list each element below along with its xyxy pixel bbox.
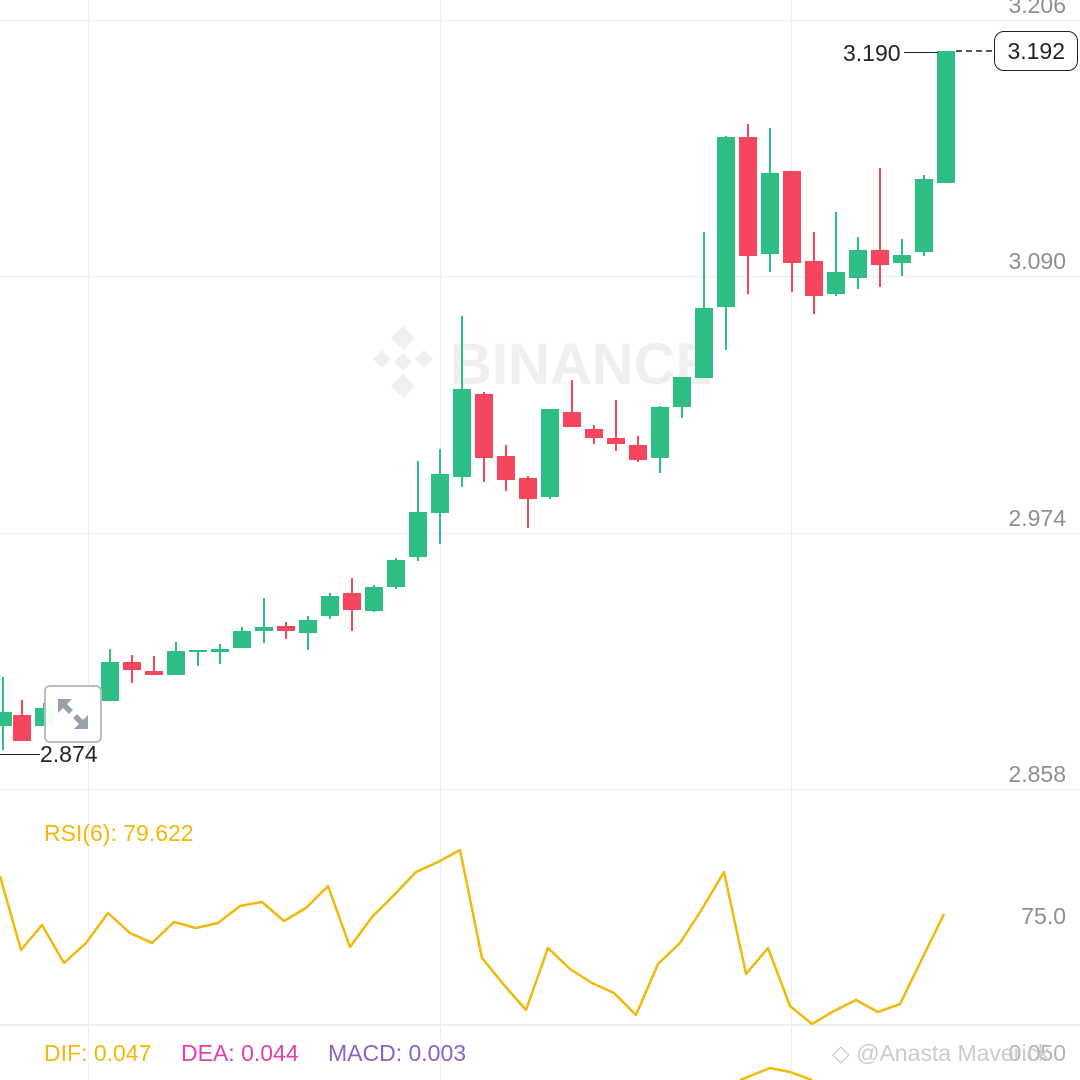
grid-line-3090 <box>0 276 1080 277</box>
candle-wick <box>153 656 155 675</box>
candle-wick <box>417 461 419 561</box>
candle-body <box>475 394 493 458</box>
candle-body <box>387 560 405 587</box>
candle-body <box>607 438 625 444</box>
price-tick-2974: 2.974 <box>1008 505 1066 531</box>
low-marker-line <box>0 754 40 755</box>
expand-diagonal-icon <box>58 699 88 729</box>
candle-wick <box>571 380 573 427</box>
grid-line-3206 <box>0 20 1080 21</box>
candle-body <box>321 596 339 616</box>
candle-body <box>189 650 207 652</box>
candle-wick <box>527 476 529 528</box>
candle-body <box>233 631 251 648</box>
candle-body <box>695 308 713 378</box>
dea-label: DEA: 0.044 <box>181 1040 299 1066</box>
candle-body <box>211 649 229 652</box>
candle-body <box>937 51 955 183</box>
candle-body <box>717 137 735 307</box>
candle-body <box>673 377 691 407</box>
candle-body <box>805 261 823 296</box>
macd-label: MACD: 0.003 <box>328 1040 467 1066</box>
candle-body <box>453 389 471 477</box>
candle-body <box>739 137 757 256</box>
candle-wick <box>219 644 221 664</box>
candle-wick <box>615 400 617 451</box>
candle-body <box>849 250 867 278</box>
dif-label: DIF: 0.047 <box>44 1040 152 1066</box>
candle-body <box>651 407 669 458</box>
candle-body <box>585 429 603 438</box>
candle-body <box>431 474 449 513</box>
candle-body <box>277 626 295 631</box>
svg-text:BINANCE: BINANCE <box>450 332 710 397</box>
candle-body <box>497 456 515 480</box>
rsi-macd-separator <box>0 1024 1080 1026</box>
candle-wick <box>879 168 881 287</box>
price-tick-3090: 3.090 <box>1008 248 1066 274</box>
binance-square-icon: ◇ <box>832 1040 850 1066</box>
candle-body <box>519 478 537 499</box>
candle-wick <box>197 650 199 666</box>
grid-line-2858 <box>0 789 1080 790</box>
candle-body <box>761 173 779 254</box>
price-tick-3206: 3.206 <box>1008 0 1066 18</box>
candle-body <box>299 620 317 633</box>
candle-body <box>0 712 12 726</box>
high-marker-line <box>904 52 938 53</box>
candle-body <box>145 671 163 675</box>
low-price-label: 2.874 <box>40 741 98 767</box>
candle-body <box>101 662 119 701</box>
candle-body <box>343 593 361 610</box>
candle-body <box>871 250 889 265</box>
candle-body <box>409 512 427 557</box>
candle-wick <box>835 212 837 296</box>
candle-body <box>123 662 141 670</box>
current-price-tag: 3.192 <box>994 31 1078 71</box>
macd-tick-0050: 0.050 <box>1008 1040 1066 1066</box>
candle-body <box>827 272 845 294</box>
candle-wick <box>703 232 705 378</box>
candle-body <box>915 179 933 252</box>
author-credit-text: @Anasta Maverick <box>856 1040 1050 1066</box>
expand-chart-button[interactable] <box>44 685 102 743</box>
candle-body <box>13 715 31 741</box>
grid-vline-1 <box>88 0 89 1080</box>
grid-line-2974 <box>0 533 1080 534</box>
price-tick-2858: 2.858 <box>1008 761 1066 787</box>
candle-body <box>541 409 559 497</box>
candle-body <box>255 627 273 631</box>
candle-body <box>783 171 801 263</box>
candle-body <box>365 587 383 611</box>
author-credit: ◇ @Anasta Maverick <box>832 1040 1049 1067</box>
high-price-label: 3.190 <box>843 40 901 66</box>
candle-body <box>563 412 581 427</box>
candle-wick <box>263 598 265 643</box>
current-price-dashed-line <box>956 50 992 52</box>
grid-vline-3 <box>791 0 792 1080</box>
rsi-label: RSI(6): 79.622 <box>44 820 194 846</box>
rsi-tick-75: 75.0 <box>1021 903 1066 929</box>
candle-wick <box>307 616 309 650</box>
binance-watermark: BINANCE <box>373 326 710 398</box>
candle-body <box>893 255 911 263</box>
candle-body <box>629 445 647 460</box>
candle-body <box>167 651 185 675</box>
